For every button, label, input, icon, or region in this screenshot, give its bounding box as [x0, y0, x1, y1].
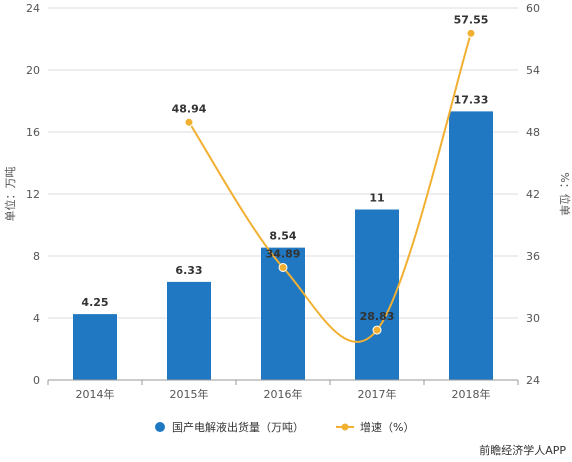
bar [73, 314, 117, 380]
growth-line [188, 33, 472, 343]
x-tick-label: 2014年 [76, 387, 115, 401]
y-right-tick-label: 60 [526, 2, 540, 15]
y-right-tick-label: 42 [526, 188, 540, 201]
bar-data-label: 6.33 [175, 264, 202, 277]
gridlines [48, 7, 518, 319]
bar-series [73, 111, 493, 380]
legend-bar-label: 国产电解液出货量（万吨） [172, 420, 304, 434]
line-point [372, 325, 382, 335]
y-right-tick-label: 48 [526, 126, 540, 139]
legend: 国产电解液出货量（万吨） 增速（%） [155, 420, 414, 434]
legend-bar-swatch [155, 422, 165, 432]
x-tick-label: 2017年 [358, 387, 397, 401]
x-tick-label: 2018年 [452, 387, 491, 401]
y-left-tick-label: 8 [33, 250, 40, 263]
bar [167, 281, 211, 380]
legend-line-marker [341, 423, 349, 431]
y-right-tick-label: 36 [526, 250, 540, 263]
y-left-tick-label: 0 [33, 374, 40, 387]
line-point [278, 262, 288, 272]
footer-source: 前瞻经济学人APP [479, 444, 566, 457]
y-right-tick-label: 54 [526, 64, 540, 77]
line-point [184, 117, 194, 127]
line-point [466, 28, 476, 38]
legend-line-label: 增速（%） [360, 420, 414, 434]
bar [449, 111, 493, 380]
y-right-axis-title: %：位单 [558, 172, 572, 215]
bar-data-label: 11 [369, 192, 384, 205]
bar-data-label: 17.33 [454, 93, 489, 106]
y-left-tick-label: 12 [26, 188, 40, 201]
line-data-label: 48.94 [172, 102, 207, 115]
bar-data-label: 8.54 [269, 230, 296, 243]
line-data-label: 57.55 [454, 13, 489, 26]
bar [355, 209, 399, 380]
line-series [184, 28, 476, 343]
y-right-tick-label: 30 [526, 312, 540, 325]
y-left-tick-label: 20 [26, 64, 40, 77]
bar-data-label: 4.25 [81, 296, 108, 309]
y-right-tick-label: 24 [526, 374, 540, 387]
line-data-label: 28.83 [360, 310, 395, 323]
line-data-label: 34.89 [266, 247, 301, 260]
data-labels: 4.25 6.33 8.54 11 17.33 48.94 34.89 28.83 57.55 [81, 13, 488, 323]
y-left-axis-title: 单位：万吨 [3, 167, 17, 222]
x-tick-label: 2015年 [170, 387, 209, 401]
y-left-tick-label: 16 [26, 126, 40, 139]
x-tick-label: 2016年 [264, 387, 303, 401]
y-left-tick-label: 24 [26, 2, 40, 15]
y-left-tick-label: 4 [33, 312, 40, 325]
